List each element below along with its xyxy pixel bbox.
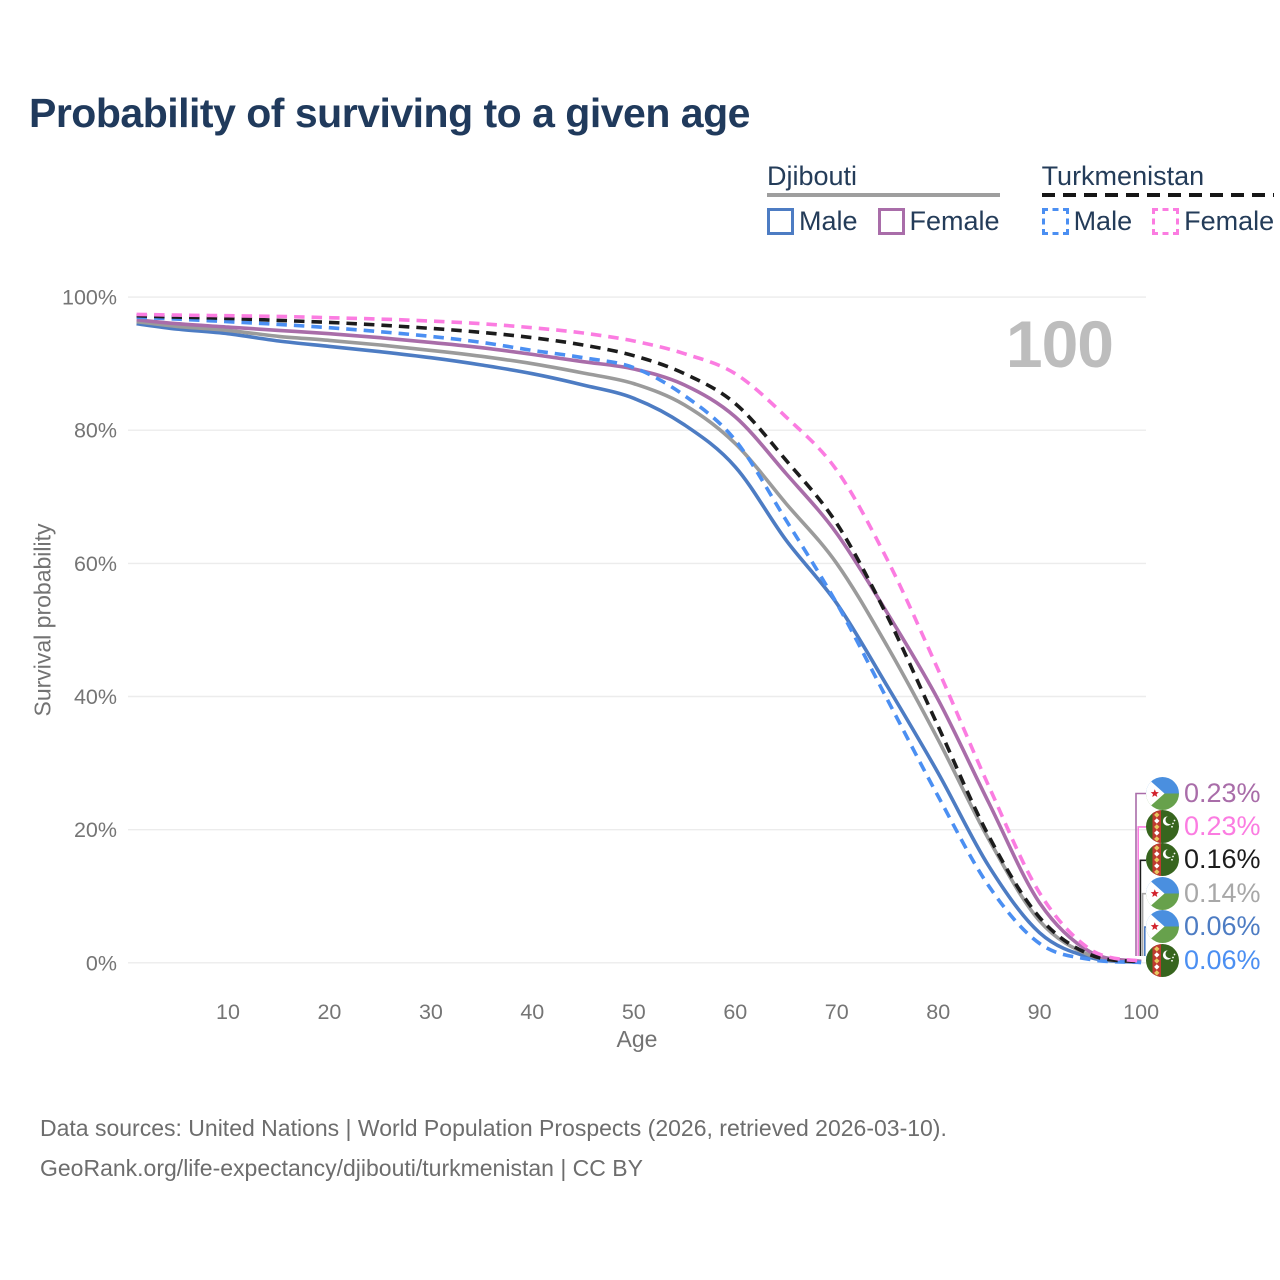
callout-value: 0.23% [1184,811,1261,841]
callout-value: 0.14% [1184,878,1261,908]
djibouti-flag-icon [1146,910,1179,943]
turkmenistan-flag-icon [1146,944,1179,977]
page-title: Probability of surviving to a given age [29,90,750,136]
y-tick-label: 0% [86,951,117,975]
callout-value: 0.06% [1184,945,1261,975]
callout-turkmenistan-male: 0.06% [1146,944,1261,977]
x-tick-label: 40 [520,1000,544,1024]
turkmenistan-flag-icon [1146,843,1179,876]
turkmenistan-male-swatch [1041,208,1069,235]
legend-country-djibouti: Djibouti [767,161,858,191]
x-tick-label: 80 [926,1000,950,1024]
hover-age-watermark: 100 [1006,307,1113,381]
x-tick-label: 100 [1123,1000,1159,1024]
callout-djibouti-both: 0.14% [1146,877,1261,910]
series-line-turkmenistan-male[interactable] [136,315,1142,965]
series-line-turkmenistan-female[interactable] [136,312,1142,964]
callout-djibouti-female: 0.23% [1146,777,1261,810]
series-line-djibouti-male[interactable] [136,321,1142,965]
legend-label: Male [799,206,858,236]
y-tick-label: 80% [74,419,117,443]
callout-leader-line [1137,826,1146,956]
legend-item-turkmenistan-female[interactable]: Female [1152,206,1274,237]
djibouti-flag-icon [1146,777,1179,810]
data-source-note: Data sources: United Nations | World Pop… [40,1108,947,1188]
series-line-djibouti-female[interactable] [136,317,1142,964]
source-line-1: Data sources: United Nations | World Pop… [40,1115,947,1141]
y-tick-label: 100% [62,286,117,310]
turkmenistan-flag-icon [1146,810,1179,843]
callout-value: 0.23% [1184,778,1261,808]
turkmenistan-dashed-line-sample [1041,193,1275,197]
x-tick-label: 30 [419,1000,443,1024]
y-tick-label: 20% [74,818,117,842]
legend-group-turkmenistan: Turkmenistan Male Female [1041,161,1275,237]
callout-djibouti-male: 0.06% [1146,910,1261,943]
series-line-turkmenistan-both-sexes[interactable] [136,313,1142,964]
callout-leader-line [1135,792,1146,956]
legend-country-turkmenistan: Turkmenistan [1041,161,1205,191]
legend-group-djibouti: Djibouti Male Female [767,162,1000,237]
callout-leader-line [1144,926,1146,956]
y-tick-label: 40% [74,685,117,709]
x-tick-label: 10 [216,1000,240,1024]
legend: Djibouti Male Female Turkmenistan Male [767,161,1275,237]
x-tick-label: 20 [317,1000,341,1024]
callout-leader-line [1139,859,1146,956]
legend-item-djibouti-male[interactable]: Male [767,206,858,237]
legend-item-turkmenistan-male[interactable]: Male [1041,206,1133,237]
x-tick-label: 90 [1028,1000,1052,1024]
callout-value: 0.16% [1184,844,1261,874]
legend-label: Female [909,206,1000,236]
callout-turkmenistan-both: 0.16% [1146,843,1261,876]
djibouti-male-swatch [767,208,794,235]
legend-item-djibouti-female[interactable]: Female [877,206,1000,237]
y-tick-label: 60% [74,552,117,576]
callout-value: 0.06% [1184,911,1261,941]
turkmenistan-female-swatch [1152,208,1180,235]
callout-turkmenistan-female: 0.23% [1146,810,1261,843]
djibouti-solid-line-sample [767,193,1000,197]
x-tick-label: 60 [723,1000,747,1024]
series-line-djibouti-both-sexes[interactable] [136,319,1142,964]
x-tick-label: 50 [622,1000,646,1024]
x-axis-title: Age [616,1026,658,1052]
legend-label: Male [1073,206,1133,236]
djibouti-female-swatch [877,208,905,235]
legend-label: Female [1184,206,1275,236]
y-axis-title: Survival probability [29,523,56,717]
djibouti-flag-icon [1146,877,1179,910]
source-line-2: GeoRank.org/life-expectancy/djibouti/tur… [40,1155,643,1181]
x-tick-label: 70 [825,1000,849,1024]
callout-leader-line [1141,892,1146,956]
